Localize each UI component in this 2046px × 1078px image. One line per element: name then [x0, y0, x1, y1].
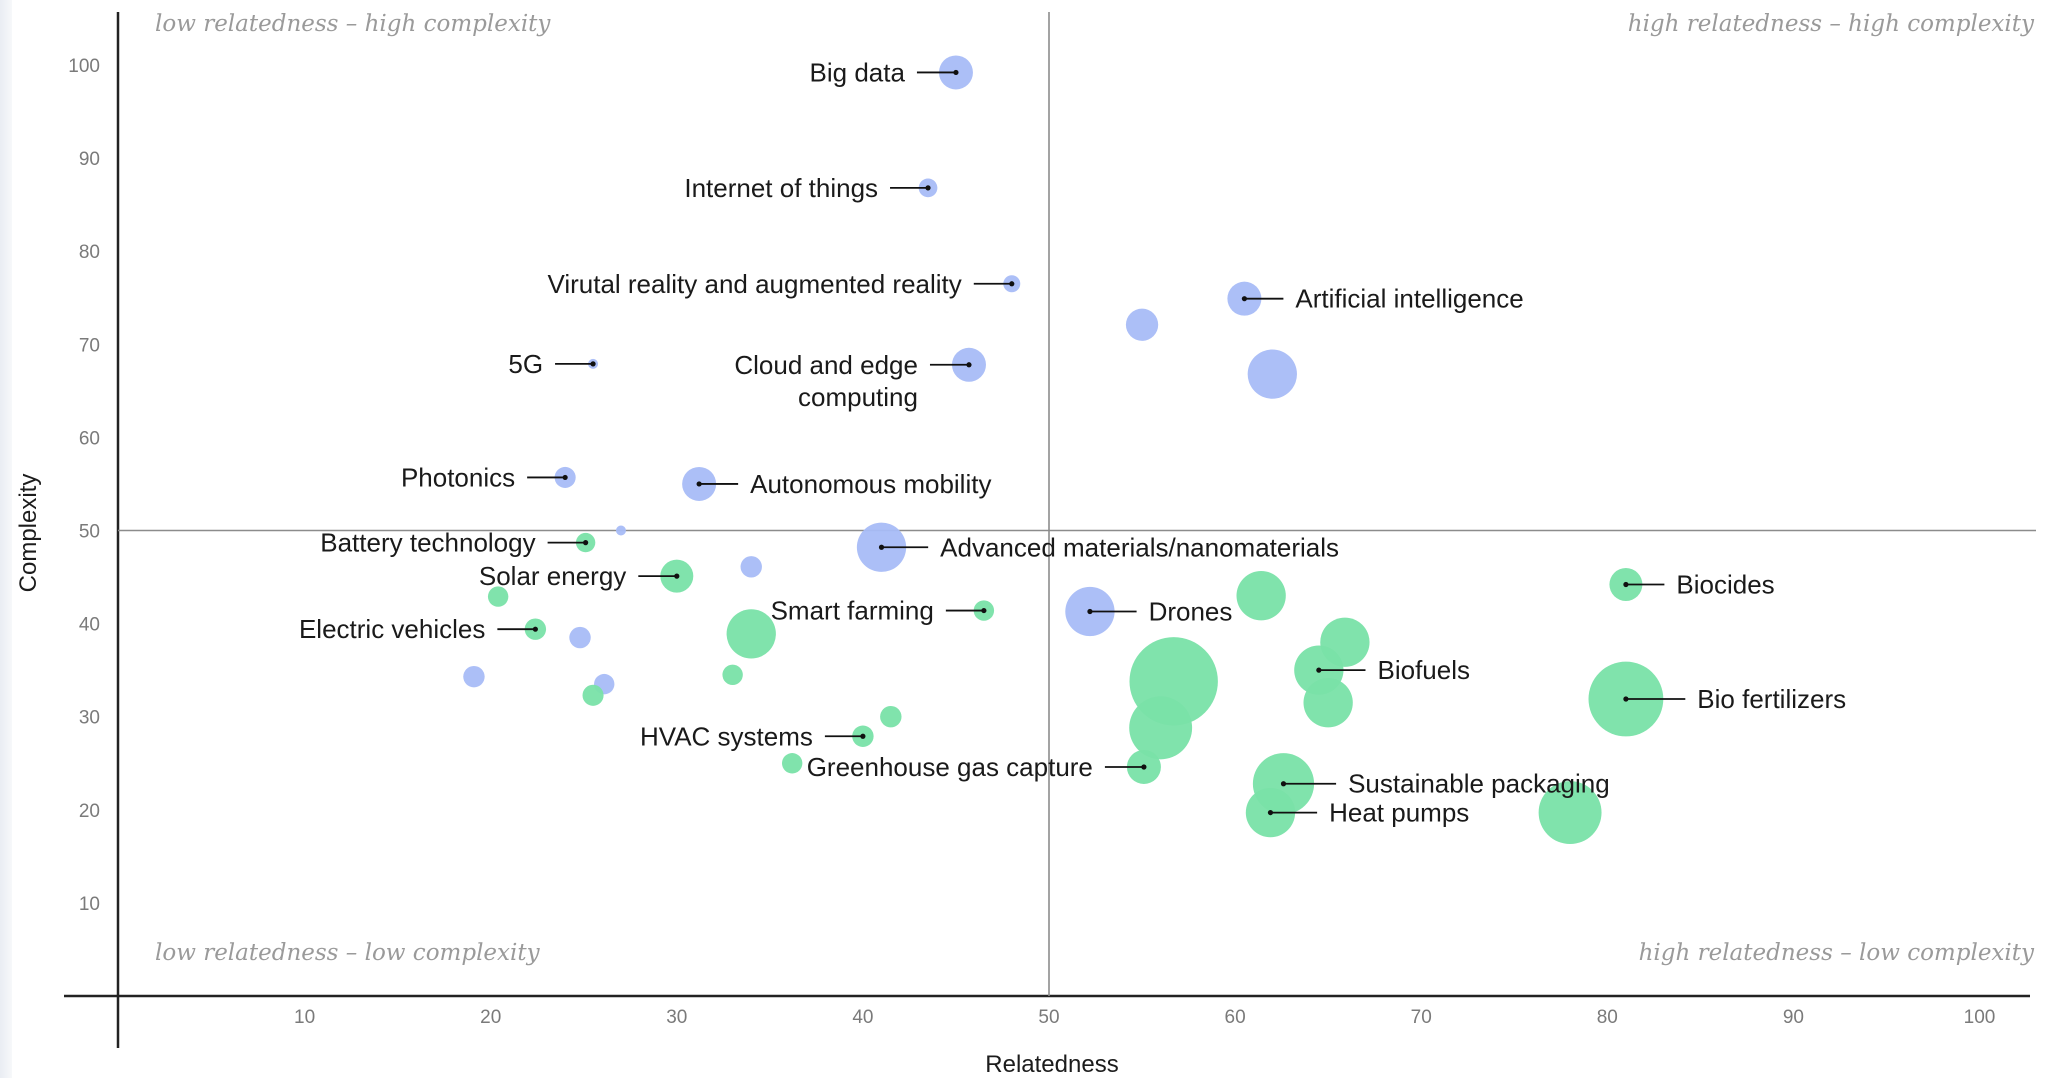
digital-tech-bubble	[1247, 349, 1297, 399]
bubble-label: Photonics	[401, 462, 515, 492]
bubble-label: Sustainable packaging	[1348, 769, 1610, 799]
bubble-label: Internet of things	[684, 173, 878, 203]
bubble-labels: Big data Internet of things Virutal realit…	[299, 57, 1846, 827]
quadrant-label-bottom-right: high relatedness – low complexity	[1639, 940, 2035, 966]
bubble-anchor-dot	[953, 69, 959, 76]
y-tick-label: 90	[79, 149, 100, 170]
x-tick-label: 60	[1225, 1007, 1246, 1028]
x-tick-label: 90	[1783, 1007, 1804, 1028]
y-tick-label: 40	[79, 615, 100, 636]
green-tech-bubble	[1236, 571, 1286, 621]
bubble-label: Smart farming	[771, 596, 934, 626]
x-tick-label: 70	[1411, 1007, 1432, 1028]
bubble-label: Advanced materials/nanomaterials	[940, 532, 1339, 562]
axis-ticks: 10 20 30 40 50 60 70 80 90 100 10 20 30 40 50 60 70 80 90 1…	[68, 56, 1995, 1028]
digital-tech-bubble	[569, 626, 591, 649]
bubble-label: HVAC systems	[640, 721, 813, 751]
bubble-label: Biocides	[1676, 569, 1774, 599]
bubble-label: Biofuels	[1377, 655, 1470, 685]
quadrant-label-top-left: low relatedness – high complexity	[155, 11, 551, 37]
window-edge	[0, 0, 12, 1078]
bubble-anchor-dot	[590, 361, 596, 367]
green-tech-bubble	[781, 753, 803, 774]
x-tick-label: 30	[666, 1007, 687, 1028]
y-tick-label: 30	[79, 708, 100, 729]
x-tick-label: 10	[294, 1007, 315, 1028]
green-tech-bubble	[1303, 678, 1353, 728]
bubble-label: Big data	[810, 57, 906, 87]
bubble-anchor-dot	[674, 573, 680, 579]
bubble-label: 5G	[508, 349, 543, 379]
y-tick-label: 60	[79, 428, 100, 449]
x-tick-label: 100	[1964, 1007, 1996, 1028]
y-axis-title: Complexity	[15, 474, 42, 593]
bubble-label: Solar energy	[479, 561, 626, 591]
green-tech-bubble	[726, 609, 776, 659]
bubble-label: Autonomous mobility	[750, 469, 991, 499]
bubble-label: Artificial intelligence	[1295, 284, 1523, 314]
green-tech-bubble	[1538, 781, 1602, 845]
y-tick-label: 50	[79, 522, 100, 543]
quadrant-label-bottom-left: low relatedness – low complexity	[155, 940, 541, 966]
chart-frame	[64, 12, 2036, 1048]
x-tick-label: 50	[1038, 1007, 1059, 1028]
quadrant-label-top-right: high relatedness – high complexity	[1628, 11, 2035, 37]
digital-tech-bubble	[463, 665, 485, 688]
y-tick-label: 80	[79, 242, 100, 263]
bubble-label: Greenhouse gas capture	[807, 752, 1093, 782]
leader-lines	[497, 69, 1686, 816]
x-tick-label: 20	[480, 1007, 501, 1028]
bubble-label-line: Cloud and edge	[734, 350, 918, 380]
bubble-anchor-dot	[583, 540, 589, 546]
bubble-label: Drones	[1149, 596, 1233, 626]
bubble-anchor-dot	[925, 185, 931, 191]
green-tech-bubble	[722, 664, 743, 686]
bubble-label: Bio fertilizers	[1697, 684, 1846, 714]
x-tick-label: 80	[1597, 1007, 1618, 1028]
bubble-label: Battery technology	[320, 528, 535, 558]
bubble-label: Heat pumps	[1329, 798, 1469, 828]
bubble-label: Electric vehicles	[299, 614, 485, 644]
bubble-anchor-dot	[966, 362, 972, 368]
y-tick-label: 70	[79, 335, 100, 356]
digital-tech-bubble	[740, 556, 762, 578]
y-tick-label: 100	[68, 56, 100, 77]
digital-tech-bubble	[615, 525, 626, 536]
green-tech-bubble	[487, 586, 509, 607]
green-tech-bubble	[880, 705, 902, 728]
quadrant-labels: low relatedness – high complexity high re…	[155, 11, 2035, 966]
bubble-label-line: computing	[798, 382, 918, 412]
digital-tech-bubble	[1125, 308, 1159, 341]
bubble-label: Cloud and edge computing	[734, 350, 918, 412]
y-tick-label: 10	[79, 894, 100, 915]
x-axis-title: Relatedness	[985, 1051, 1118, 1078]
green-tech-bubble	[1129, 696, 1193, 760]
y-tick-label: 20	[79, 801, 100, 822]
x-tick-label: 40	[852, 1007, 873, 1028]
bubble-label: Virutal reality and augmented reality	[547, 269, 961, 299]
green-tech-bubble	[582, 684, 604, 706]
